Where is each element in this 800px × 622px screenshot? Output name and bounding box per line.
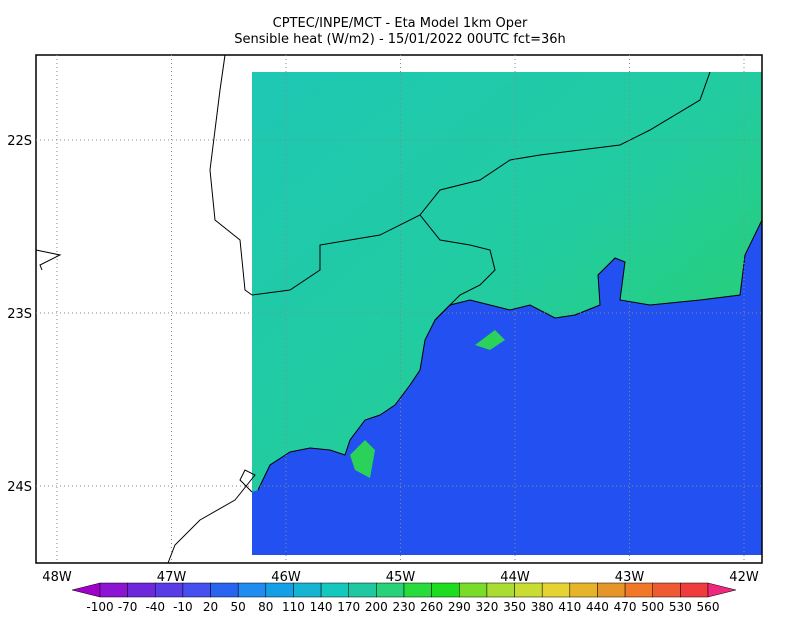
colorbar-box xyxy=(431,582,460,598)
title-line: Sensible heat (W/m2) - 15/01/2022 00UTC … xyxy=(234,32,566,47)
colorbar-end xyxy=(71,582,101,598)
lon-label: 46W xyxy=(271,570,301,585)
colorbar-label: 320 xyxy=(475,600,498,614)
colorbar-label: 50 xyxy=(231,600,246,614)
graticule xyxy=(36,55,762,563)
colorbar-box xyxy=(652,582,681,598)
colorbar-label: 410 xyxy=(558,600,581,614)
colorbar-box xyxy=(348,582,377,598)
land xyxy=(252,72,762,492)
colorbar-box xyxy=(293,582,322,598)
colorbar-label: 200 xyxy=(365,600,388,614)
lat-label: 24S xyxy=(7,480,32,495)
lon-label: 47W xyxy=(157,570,187,585)
colorbar-box xyxy=(624,582,653,598)
colorbar-label: 170 xyxy=(337,600,360,614)
colorbar-label: 470 xyxy=(614,600,637,614)
colorbar-label: 230 xyxy=(393,600,416,614)
colorbar-label: 80 xyxy=(258,600,273,614)
colorbar-box xyxy=(486,582,515,598)
colorbar-end xyxy=(707,582,737,598)
colorbar-label: 20 xyxy=(203,600,218,614)
colorbar-label: -40 xyxy=(145,600,165,614)
colorbar-box xyxy=(514,582,543,598)
lon-label: 44W xyxy=(500,570,530,585)
colorbar-box xyxy=(155,582,184,598)
lon-label: 48W xyxy=(42,570,72,585)
colorbar-label: 350 xyxy=(503,600,526,614)
colorbar-label: -70 xyxy=(118,600,138,614)
lon-label: 43W xyxy=(615,570,645,585)
colorbar-box xyxy=(127,582,156,598)
colorbar-label: 440 xyxy=(586,600,609,614)
colorbar-label: -10 xyxy=(173,600,193,614)
lon-label: 45W xyxy=(386,570,416,585)
colorbar-box xyxy=(99,582,128,598)
colorbar-box xyxy=(210,582,239,598)
colorbar-box xyxy=(541,582,571,598)
title-line: CPTEC/INPE/MCT - Eta Model 1km Oper xyxy=(273,16,528,31)
colorbar-label: 140 xyxy=(310,600,333,614)
colorbar-box xyxy=(237,582,267,598)
islands xyxy=(350,330,505,478)
lat-label: 23S xyxy=(7,307,32,322)
colorbar-label: 560 xyxy=(697,600,720,614)
colorbar-label: 380 xyxy=(531,600,554,614)
colorbar-box xyxy=(597,582,626,598)
colorbar-label: 530 xyxy=(669,600,692,614)
boundaries xyxy=(35,54,763,564)
frame xyxy=(35,54,763,564)
colorbar-box xyxy=(680,582,709,598)
colorbar-box xyxy=(569,582,598,598)
colorbar-box xyxy=(320,582,349,598)
colorbar-label: 260 xyxy=(420,600,443,614)
colorbar-box xyxy=(265,582,294,598)
colorbar-box xyxy=(182,582,211,598)
colorbar-label: 110 xyxy=(282,600,305,614)
colorbar-label: 500 xyxy=(641,600,664,614)
lat-label: 22S xyxy=(7,134,32,149)
colorbar-box xyxy=(459,582,488,598)
colorbar-box xyxy=(403,582,432,598)
colorbar-label: 290 xyxy=(448,600,471,614)
lon-label: 42W xyxy=(729,570,759,585)
colorbar-box xyxy=(376,582,405,598)
colorbar-label: -100 xyxy=(86,600,113,614)
